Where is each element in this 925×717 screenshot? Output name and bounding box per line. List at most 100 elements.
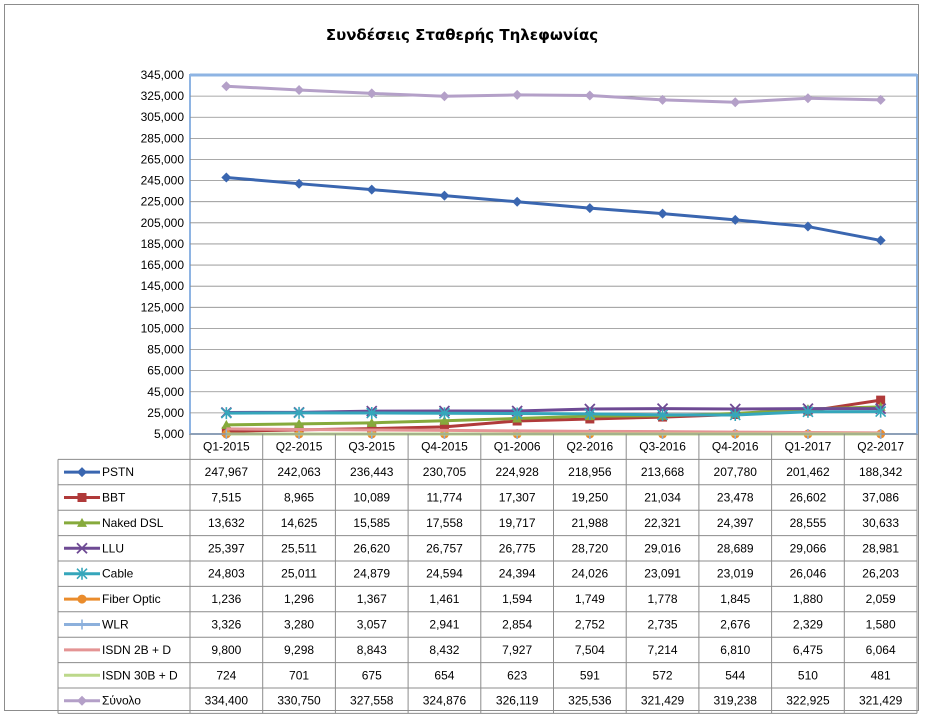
data-label: 24,394: [499, 567, 536, 581]
data-label: 15,585: [353, 516, 390, 530]
data-label: 325,536: [568, 694, 612, 708]
data-label: 6,475: [793, 643, 823, 657]
legend-label: Naked DSL: [102, 516, 164, 530]
data-label: 1,461: [429, 592, 459, 606]
data-label: 2,059: [866, 592, 896, 606]
data-label: 1,236: [211, 592, 241, 606]
y-tick-label: 305,000: [141, 110, 185, 124]
data-point-cable: [293, 406, 305, 419]
data-label: 19,717: [499, 516, 536, 530]
data-label: 2,676: [720, 618, 750, 632]
data-label: 724: [216, 668, 236, 682]
y-tick-label: 185,000: [141, 237, 185, 251]
legend-label: Fiber Optic: [102, 592, 161, 606]
legend-label: Cable: [102, 567, 134, 581]
legend-label: PSTN: [102, 465, 134, 479]
data-point-σύνολο: [512, 89, 523, 100]
data-point-pstn: [730, 214, 741, 225]
y-tick-label: 145,000: [141, 279, 185, 293]
data-point-cable: [656, 408, 669, 421]
data-label: 207,780: [714, 465, 758, 479]
data-label: 9,298: [284, 643, 314, 657]
legend-label: Σύνολο: [102, 694, 141, 708]
data-label: 242,063: [277, 465, 321, 479]
x-tick-label: Q1-2006: [494, 440, 541, 454]
data-label: 1,367: [357, 592, 387, 606]
x-tick-label: Q2-2017: [857, 440, 904, 454]
data-label: 213,668: [641, 465, 685, 479]
y-tick-label: 245,000: [141, 174, 185, 188]
x-tick-label: Q4-2015: [421, 440, 468, 454]
data-point-σύνολο: [802, 93, 813, 104]
data-point-naked-dsl: [294, 418, 305, 428]
y-tick-label: 25,000: [147, 406, 184, 420]
data-label: 2,329: [793, 618, 823, 632]
data-label: 224,928: [495, 465, 539, 479]
data-label: 8,843: [357, 643, 387, 657]
data-label: 1,749: [575, 592, 605, 606]
plot-area: [189, 74, 918, 435]
data-label: 1,845: [720, 592, 750, 606]
data-label: 701: [289, 668, 309, 682]
data-label: 247,967: [205, 465, 249, 479]
y-tick-label: 225,000: [141, 195, 185, 209]
data-label: 334,400: [205, 694, 249, 708]
data-label: 201,462: [786, 465, 830, 479]
data-label: 7,515: [211, 491, 241, 505]
y-tick-label: 285,000: [141, 131, 185, 145]
data-label: 28,555: [790, 516, 827, 530]
data-point-pstn: [294, 178, 305, 189]
data-label: 322,925: [786, 694, 830, 708]
legend-key-marker: [77, 594, 87, 604]
data-label: 675: [362, 668, 382, 682]
data-label: 321,429: [641, 694, 685, 708]
data-label: 25,511: [281, 541, 317, 555]
data-label: 218,956: [568, 465, 612, 479]
data-point-pstn: [875, 235, 886, 246]
data-label: 22,321: [644, 516, 681, 530]
data-label: 28,689: [717, 541, 754, 555]
x-tick-label: Q4-2016: [712, 440, 759, 454]
data-label: 13,632: [208, 516, 245, 530]
legend-label: ISDN 30B + D: [102, 668, 178, 682]
data-label: 24,397: [717, 516, 754, 530]
legend-label: ISDN 2B + D: [102, 643, 171, 657]
data-label: 326,119: [496, 694, 539, 708]
data-label: 23,019: [717, 567, 754, 581]
data-label: 3,326: [211, 618, 241, 632]
x-tick-label: Q2-2016: [566, 440, 613, 454]
data-point-cable: [875, 405, 887, 418]
y-tick-label: 105,000: [141, 321, 185, 335]
data-label: 3,057: [357, 618, 387, 632]
series-line-pstn: [226, 175, 881, 242]
data-label: 1,778: [648, 592, 678, 606]
data-label: 23,091: [644, 567, 681, 581]
data-label: 321,429: [859, 694, 903, 708]
data-label: 26,620: [353, 541, 390, 555]
data-label: 8,965: [284, 491, 314, 505]
data-label: 26,757: [426, 541, 463, 555]
y-tick-label: 165,000: [141, 258, 185, 272]
data-label: 26,602: [790, 491, 827, 505]
data-label: 7,214: [648, 643, 678, 657]
data-label: 510: [798, 668, 818, 682]
data-label: 37,086: [862, 491, 899, 505]
legend-key-marker: [77, 467, 87, 478]
x-tick-label: Q3-2015: [348, 440, 395, 454]
data-label: 17,558: [426, 516, 463, 530]
data-label: 623: [507, 668, 527, 682]
data-label: 8,432: [429, 643, 459, 657]
data-label: 25,397: [208, 541, 245, 555]
data-point-cable: [584, 407, 596, 420]
data-label: 3,280: [284, 618, 314, 632]
data-label: 544: [725, 668, 745, 682]
data-point-naked-dsl: [366, 417, 377, 427]
y-tick-label: 65,000: [147, 364, 184, 378]
data-label: 572: [653, 668, 673, 682]
data-label: 24,594: [426, 567, 463, 581]
data-label: 6,064: [866, 643, 896, 657]
data-label: 654: [434, 668, 454, 682]
data-label: 7,504: [575, 643, 605, 657]
data-label: 9,800: [211, 643, 241, 657]
